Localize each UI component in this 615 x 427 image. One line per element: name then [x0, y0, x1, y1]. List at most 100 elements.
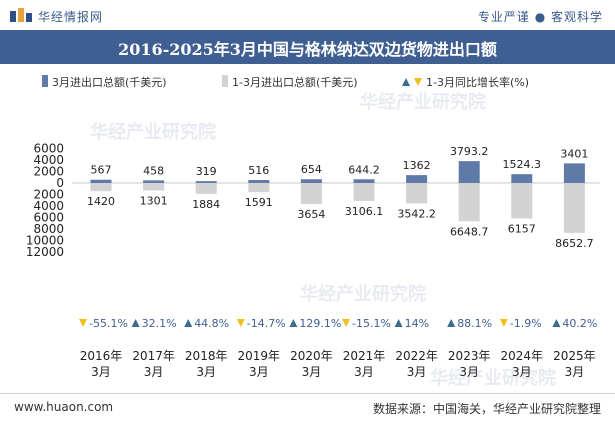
y-tick-label: 12000 — [26, 245, 64, 259]
bar-ytd — [143, 183, 165, 191]
bar-march — [248, 180, 270, 183]
watermark-text-4: 华经产业研究院 — [430, 367, 556, 389]
bar-ytd — [195, 183, 217, 194]
bar-march — [406, 175, 428, 183]
y-tick-label: 0 — [56, 176, 64, 190]
growth-row: -55.1% 32.1% 44.8% -14.7% 129.1% -15.1% 14% 88.… — [79, 317, 597, 330]
x-tick-label: 2022年 3月 — [395, 349, 438, 379]
growth-up-marker — [289, 319, 298, 327]
brand-name[interactable]: 华经情报网 — [38, 10, 104, 24]
y-tick-label: 6000 — [33, 141, 64, 155]
watermark-text-2: 华经产业研究院 — [90, 121, 216, 143]
bar-march-label: 1362 — [403, 159, 431, 172]
bar-march-label: 644.2 — [348, 163, 380, 176]
growth-down-marker — [342, 319, 350, 327]
x-tick-label: 2017年 3月 — [132, 349, 175, 379]
bar-march — [511, 174, 533, 183]
bar-ytd-label: 1591 — [245, 196, 273, 209]
growth-up-marker — [131, 319, 140, 327]
bar-ytd — [248, 183, 270, 193]
growth-label: 129.1% — [299, 317, 341, 330]
bar-ytd — [458, 183, 480, 222]
bar-ytd-label: 3542.2 — [397, 207, 436, 220]
bar-march-label: 3793.2 — [450, 145, 489, 158]
bar-ytd-label: 8652.7 — [555, 237, 594, 250]
bar-march-label: 3401 — [560, 147, 588, 160]
bar-ytd-label: 1301 — [140, 195, 168, 208]
bar-ytd — [300, 183, 322, 205]
growth-label: -15.1% — [352, 317, 391, 330]
bar-ytd — [563, 183, 585, 233]
footer-divider — [0, 393, 615, 394]
growth-up-marker — [394, 319, 403, 327]
footer-website[interactable]: www.huaon.com — [14, 400, 114, 414]
bar-march-label: 654 — [301, 163, 322, 176]
watermark-text-1: 华经产业研究院 — [360, 91, 486, 113]
growth-label: 32.1% — [142, 317, 177, 330]
legend-label-ytd: 1-3月进出口总额(千美元) — [232, 75, 358, 89]
bar-march — [563, 163, 585, 183]
bar-ytd-label: 1884 — [192, 198, 220, 211]
top-bar: 华经情报网 专业严谨 ● 客观科学 — [0, 0, 615, 30]
data-labels: 567 1420 458 1301 319 1884 516 1591 654 3654 644.2… — [87, 145, 594, 250]
legend-swatch-ytd — [222, 75, 228, 87]
y-tick-label: 8000 — [33, 222, 64, 236]
watermark-text-3: 华经产业研究院 — [300, 283, 426, 305]
x-tick-label: 2024年 3月 — [501, 349, 544, 379]
bar-march — [458, 161, 480, 183]
x-axis-categories: 2016年 3月 2017年 3月 2018年 3月 2019年 3月 2020年 3月 2021年… — [80, 349, 596, 379]
x-tick-label: 2025年 3月 — [553, 349, 596, 379]
growth-label: 40.2% — [562, 317, 597, 330]
growth-label: -55.1% — [89, 317, 128, 330]
bar-ytd-label: 6157 — [508, 223, 536, 236]
y-tick-label: 4000 — [33, 199, 64, 213]
growth-label: -14.7% — [247, 317, 286, 330]
x-tick-label: 2023年 3月 — [448, 349, 491, 379]
x-tick-label: 2018年 3月 — [185, 349, 228, 379]
bar-march-label: 1524.3 — [503, 158, 542, 171]
growth-up-marker — [447, 319, 456, 327]
legend-label-march: 3月进出口总额(千美元) — [52, 75, 167, 89]
bar-march — [195, 181, 217, 183]
bar-march — [143, 180, 165, 183]
growth-label: 88.1% — [457, 317, 492, 330]
slogan: 专业严谨 ● 客观科学 — [477, 10, 603, 24]
bar-march — [300, 179, 322, 183]
legend-label-growth: 1-3月同比增长率(%) — [426, 75, 529, 89]
bar-march — [90, 179, 112, 183]
growth-label: 14% — [405, 317, 429, 330]
bar-march-label: 516 — [248, 164, 269, 177]
bar-ytd — [90, 183, 112, 192]
bar-ytd-label: 1420 — [87, 195, 115, 208]
bar-ytd-label: 3654 — [297, 208, 325, 221]
watermark: 华经产业研究院 华经产业研究院 华经产业研究院 华经产业研究院 — [90, 91, 556, 389]
logo-icon — [10, 8, 32, 22]
bar-march-label: 319 — [196, 165, 217, 178]
legend-up-marker — [402, 78, 410, 86]
y-tick-label: 4000 — [33, 153, 64, 167]
x-tick-label: 2016年 3月 — [80, 349, 123, 379]
bar-ytd-label: 6648.7 — [450, 225, 489, 238]
y-tick-label: 10000 — [26, 234, 64, 248]
y-tick-label: 6000 — [33, 211, 64, 225]
growth-up-marker — [184, 319, 193, 327]
y-tick-label: 2000 — [33, 164, 64, 178]
bar-ytd — [406, 183, 428, 204]
bar-march-label: 567 — [91, 164, 112, 177]
x-tick-label: 2020年 3月 — [290, 349, 333, 379]
growth-down-marker — [236, 319, 245, 327]
growth-label: -1.9% — [510, 317, 542, 330]
bar-ytd — [353, 183, 375, 201]
bar-march-label: 458 — [143, 164, 164, 177]
chart: 华经产业研究院 华经产业研究院 华经产业研究院 华经产业研究院 3月进出口总额(… — [26, 75, 600, 389]
x-tick-label: 2019年 3月 — [238, 349, 281, 379]
y-tick-label: 2000 — [33, 188, 64, 202]
x-tick-label: 2021年 3月 — [343, 349, 386, 379]
growth-label: 44.8% — [194, 317, 229, 330]
chart-title: 2016-2025年3月中国与格林纳达双边货物进出口额 — [118, 40, 497, 59]
legend-down-marker — [414, 78, 422, 86]
bar-ytd — [511, 183, 533, 219]
growth-down-marker — [499, 319, 508, 327]
growth-up-marker — [552, 319, 561, 327]
